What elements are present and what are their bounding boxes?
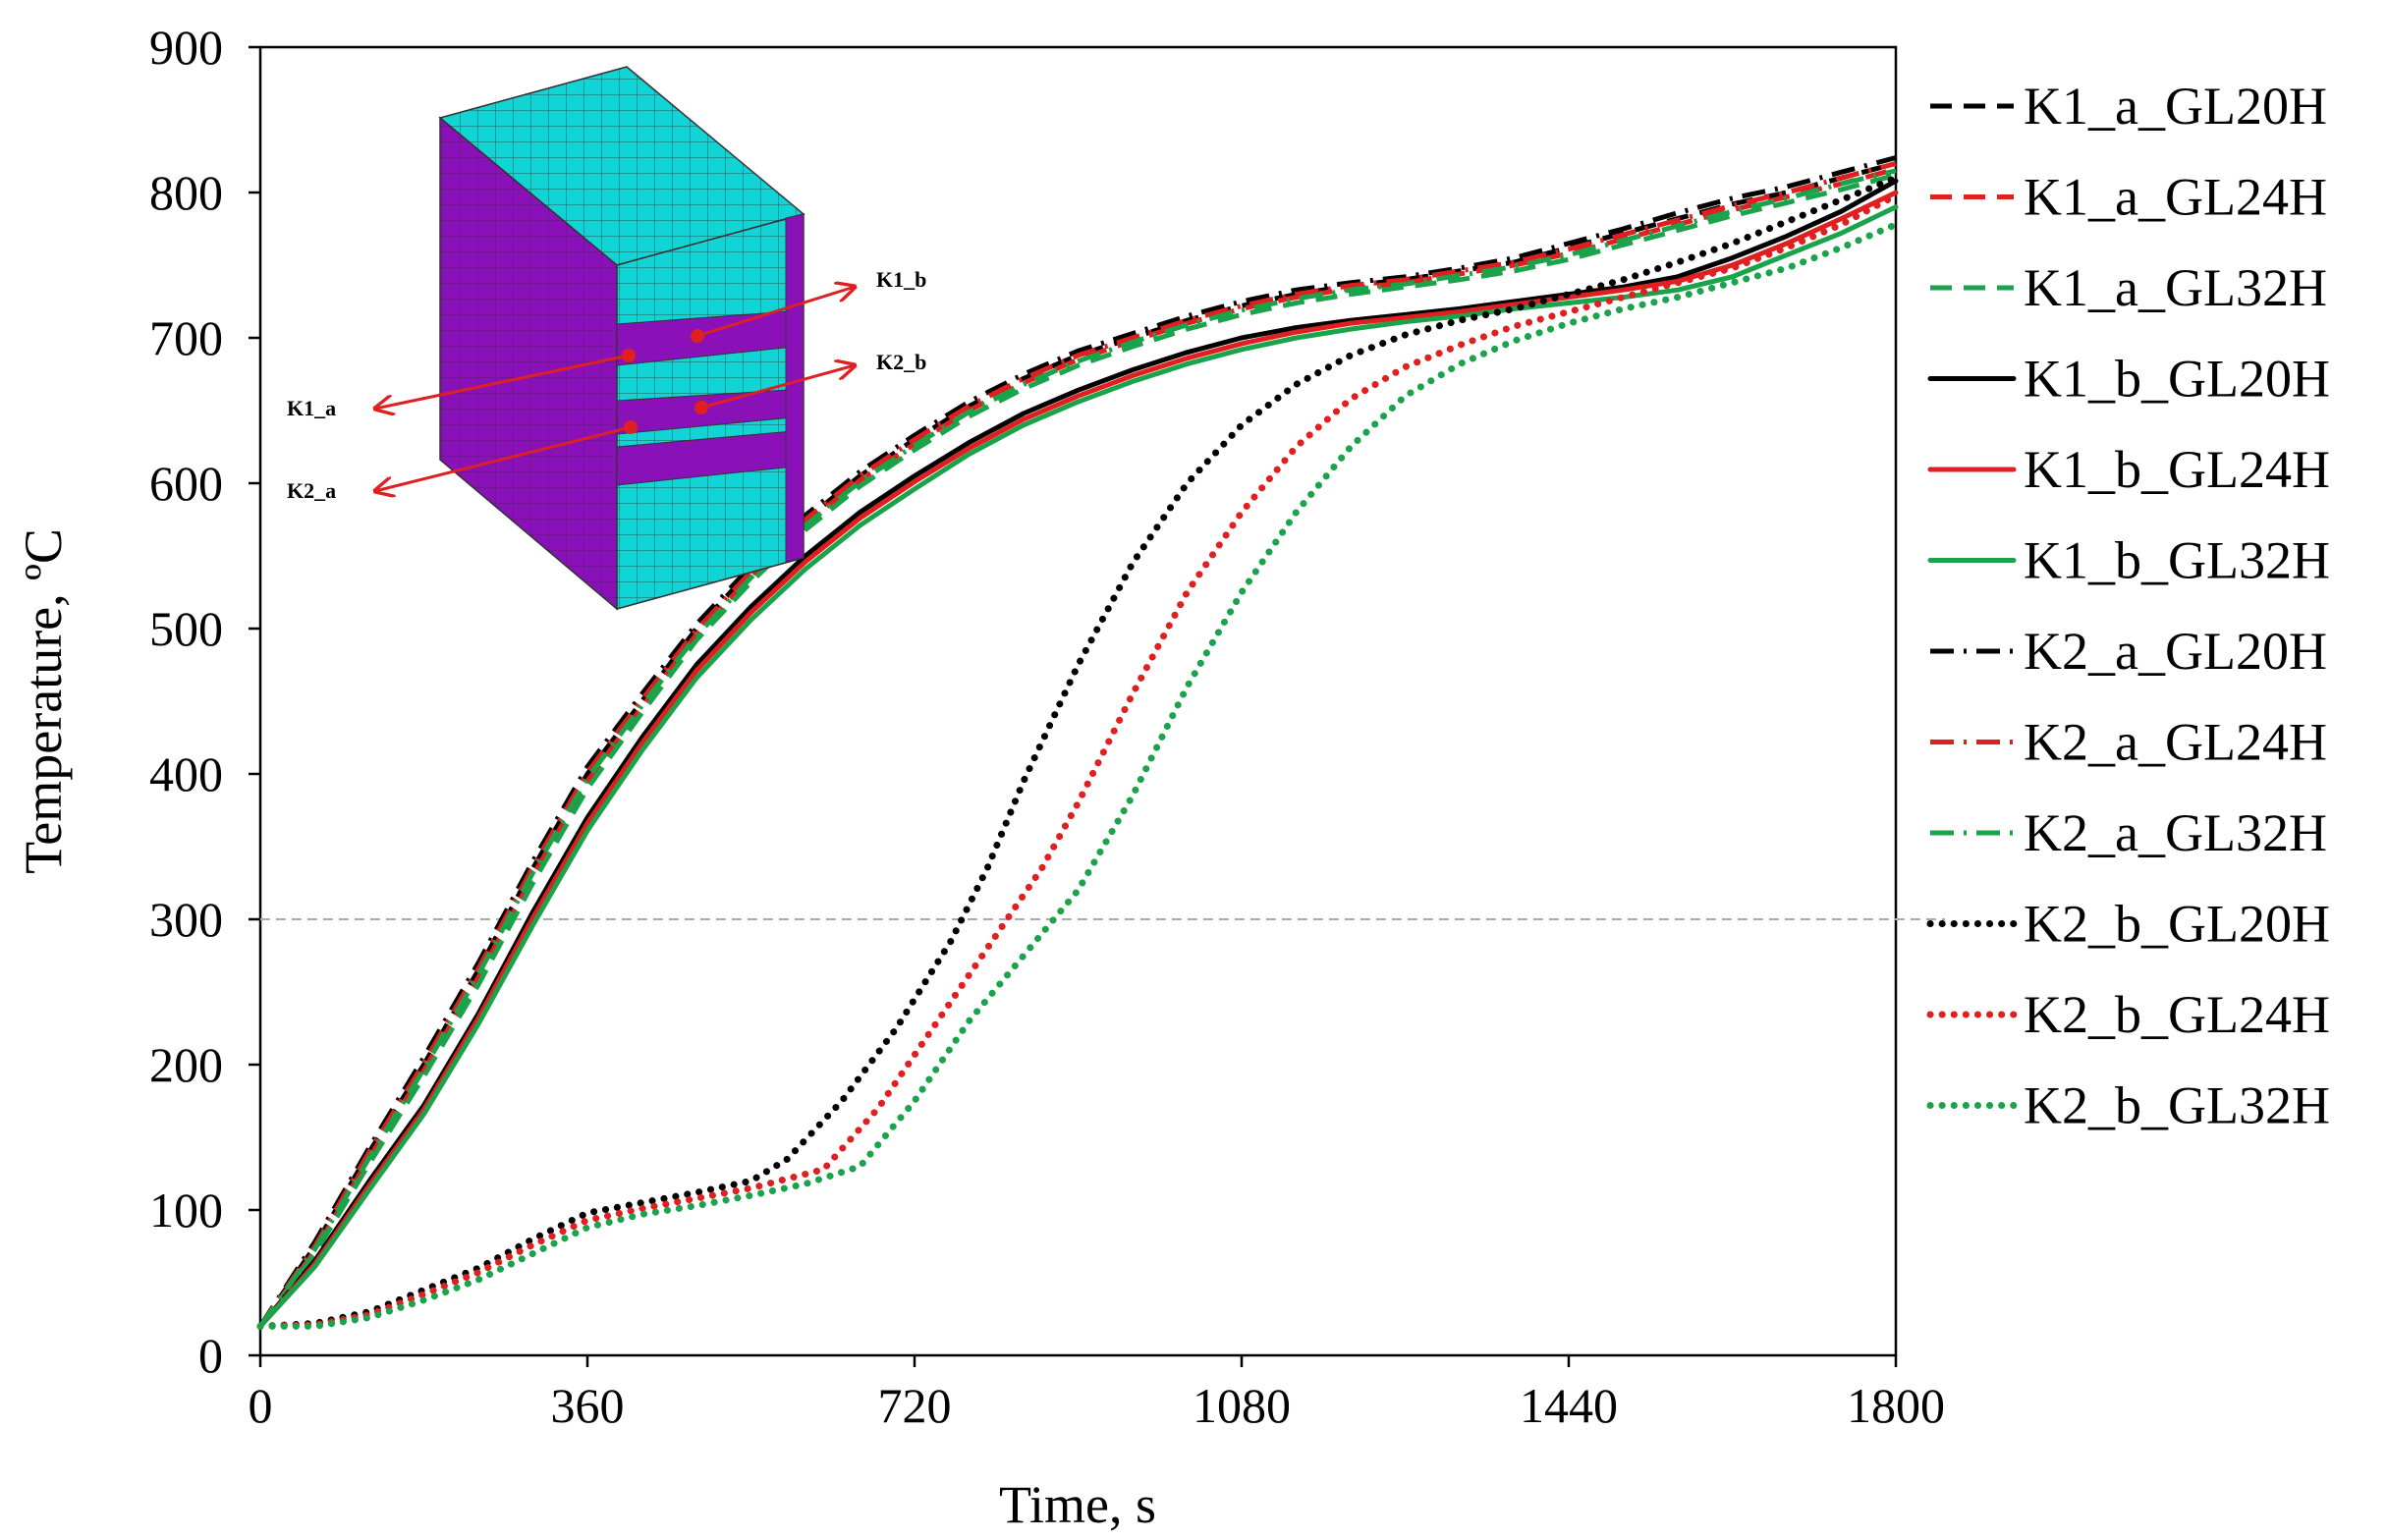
legend-label: K1_a_GL24H bbox=[2024, 168, 2327, 227]
x-tick-label: 1440 bbox=[1520, 1378, 1618, 1433]
inset-cross-section-diagram: K1_a K2_a K1_b K2_b bbox=[287, 66, 926, 611]
x-tick-label: 0 bbox=[249, 1378, 273, 1433]
series-line-k2-a-gl32h bbox=[257, 168, 1897, 1328]
legend-label: K1_b_GL20H bbox=[2024, 350, 2330, 409]
y-tick-label: 600 bbox=[149, 456, 223, 511]
legend-label: K2_a_GL24H bbox=[2024, 713, 2327, 772]
y-tick-label: 300 bbox=[149, 892, 223, 947]
y-tick-label: 400 bbox=[149, 746, 223, 801]
inset-left-face-grid bbox=[440, 118, 617, 609]
legend-label: K1_b_GL24H bbox=[2024, 440, 2330, 499]
legend: K1_a_GL20H K1_a_GL24H K1_a_GL32H K1_b_GL20H… bbox=[1926, 77, 2330, 1135]
x-tick-label: 1080 bbox=[1193, 1378, 1291, 1433]
inset-arrow-k1b bbox=[696, 287, 855, 338]
legend-label: K2_b_GL32H bbox=[2024, 1076, 2330, 1135]
y-tick-label: 0 bbox=[198, 1328, 223, 1383]
legend-label: K2_a_GL20H bbox=[2024, 622, 2327, 681]
x-tick-label: 1800 bbox=[1847, 1378, 1945, 1433]
inset-arrow-k1a bbox=[375, 354, 630, 409]
inset-arrow-k2a bbox=[375, 425, 632, 491]
series-line-k1-b-gl24h bbox=[257, 190, 1899, 1329]
series-line-k2-a-gl20h bbox=[257, 155, 1897, 1328]
inset-label-k2b: K2_b bbox=[876, 350, 926, 374]
x-tick-label: 720 bbox=[878, 1378, 952, 1433]
legend-label: K2_b_GL24H bbox=[2024, 985, 2330, 1044]
series-line-k1-a-gl32h bbox=[258, 172, 1897, 1328]
y-tick-label: 900 bbox=[149, 20, 223, 75]
y-tick-label: 100 bbox=[149, 1182, 223, 1238]
series-line-k2-b-gl24h bbox=[256, 192, 1900, 1330]
inset-arrow-k2b bbox=[700, 365, 855, 410]
inset-right-strip bbox=[785, 213, 805, 563]
legend-label: K1_a_GL20H bbox=[2024, 77, 2327, 136]
inset-top-face-grid bbox=[440, 67, 804, 265]
x-tick-label: 360 bbox=[551, 1378, 625, 1433]
series-line-k2-b-gl20h bbox=[256, 174, 1900, 1330]
legend-label: K2_a_GL32H bbox=[2024, 803, 2327, 862]
y-tick-label: 700 bbox=[149, 310, 223, 365]
series-line-k2-a-gl24h bbox=[257, 160, 1897, 1328]
inset-label-k2a: K2_a bbox=[287, 478, 336, 503]
legend-label: K2_b_GL20H bbox=[2024, 895, 2330, 954]
series-line-k1-b-gl20h bbox=[257, 178, 1899, 1329]
series-line-k2-b-gl32h bbox=[256, 221, 1900, 1330]
y-tick-label: 200 bbox=[149, 1037, 223, 1092]
y-axis-title: Temperature, ºC bbox=[14, 528, 73, 874]
y-tick-label: 500 bbox=[149, 601, 223, 656]
inset-label-k1a: K1_a bbox=[287, 396, 336, 420]
inset-label-k1b: K1_b bbox=[876, 267, 926, 292]
legend-label: K1_a_GL32H bbox=[2024, 258, 2327, 317]
legend-label: K1_b_GL32H bbox=[2024, 531, 2330, 590]
y-tick-label: 800 bbox=[149, 165, 223, 220]
x-axis-title: Time, s bbox=[999, 1475, 1156, 1534]
